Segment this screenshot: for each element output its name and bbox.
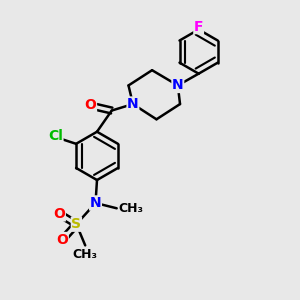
- Text: Cl: Cl: [48, 130, 63, 143]
- Text: F: F: [194, 20, 203, 34]
- Text: CH₃: CH₃: [118, 202, 143, 215]
- Text: O: O: [85, 98, 97, 112]
- Text: N: N: [90, 196, 101, 210]
- Text: N: N: [127, 97, 139, 111]
- Text: O: O: [56, 232, 68, 247]
- Text: N: N: [172, 78, 184, 92]
- Text: O: O: [53, 207, 65, 221]
- Text: CH₃: CH₃: [73, 248, 98, 261]
- Text: S: S: [71, 217, 81, 231]
